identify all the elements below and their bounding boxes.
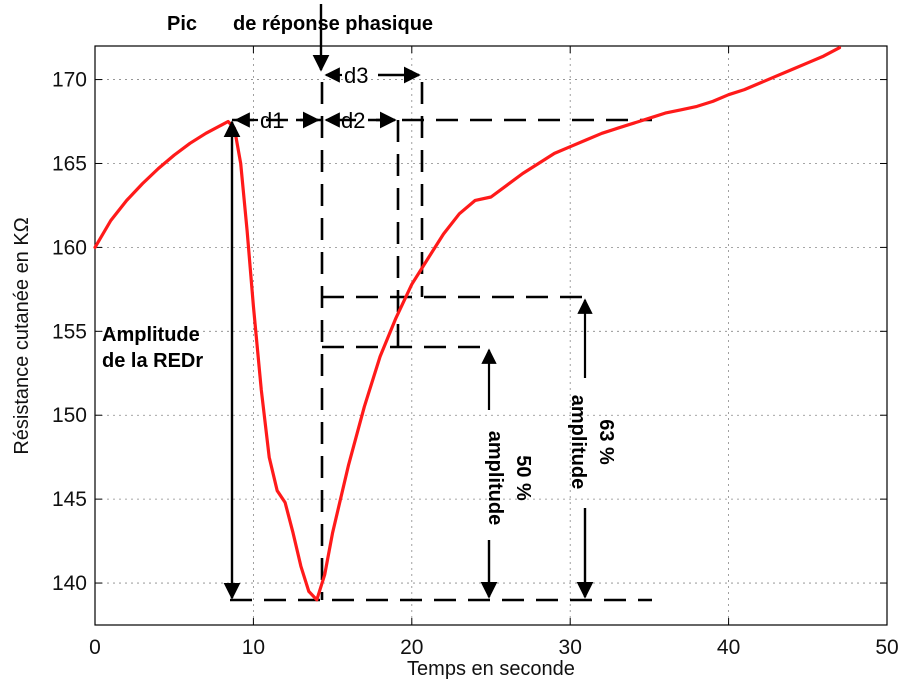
y-tick-label: 170	[52, 69, 87, 92]
x-tick-label: 40	[717, 636, 740, 659]
y-tick-label: 145	[52, 488, 87, 511]
pct63-sub-label: amplitude	[567, 395, 589, 489]
y-tick-label: 140	[52, 572, 87, 595]
pct50-sub-label: amplitude	[484, 431, 506, 525]
y-tick-label: 150	[52, 404, 87, 427]
pct50-label: 50 %	[512, 455, 534, 501]
x-tick-label: 20	[400, 636, 423, 659]
d2-label: d2	[341, 108, 365, 133]
x-tick-label: 10	[242, 636, 265, 659]
y-tick-label: 155	[52, 320, 87, 343]
x-tick-label: 50	[875, 636, 898, 659]
d1-label: d1	[260, 108, 284, 133]
pct63-label: 63 %	[595, 419, 617, 465]
plot-area	[94, 45, 888, 626]
x-tick-label: 0	[89, 636, 101, 659]
pic-label: Pic	[167, 13, 197, 35]
y-axis-title: Résistance cutanée en KΩ	[11, 217, 33, 454]
annotation-arrows	[223, 4, 594, 600]
guide-lines	[230, 82, 652, 602]
y-tick-label: 165	[52, 152, 87, 175]
y-tick-label: 160	[52, 236, 87, 259]
x-tick-label: 30	[559, 636, 582, 659]
amplitude-label-line1: Amplitude	[102, 324, 200, 346]
axis-ticks: 0 10 20 30 40 50 140 145 150 155 160 165 170	[52, 46, 899, 659]
x-axis-title: Temps en seconde	[407, 658, 575, 680]
d3-label: d3	[344, 63, 368, 88]
amplitude-label-line2: de la REDr	[102, 350, 203, 372]
phasic-response-label: de réponse phasique	[233, 13, 433, 35]
